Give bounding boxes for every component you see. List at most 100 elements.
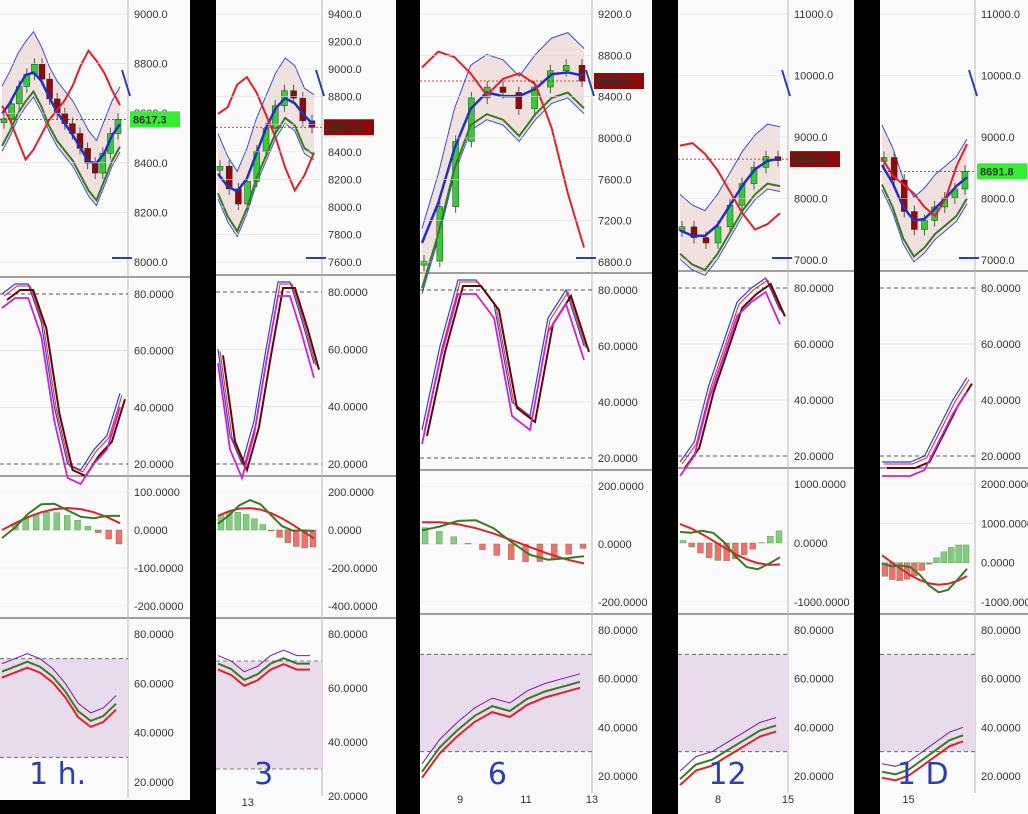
stoch-fast-line — [679, 277, 781, 463]
stoch-slow-line — [684, 282, 786, 469]
chart-panel-12h: 11000.0 10000.0 9000.0 8000.0 7000.0 8553.4 80… — [678, 0, 854, 814]
rsi-zone — [0, 658, 128, 758]
macd-tick-label: 0.0000 — [794, 538, 828, 550]
macd-histogram-bar — [95, 529, 102, 533]
annotation-arrow — [585, 69, 595, 97]
stoch-tick-label: 60.0000 — [598, 341, 638, 353]
rsi-tick-label: 40.0000 — [598, 722, 638, 734]
chart-panel-6h: 9200.0 8800.0 8400.0 8000.0 7600.0 7200.0 6800… — [420, 0, 652, 814]
stoch-tick-label: 80.0000 — [328, 287, 368, 299]
price-tick-label: 7800.0 — [328, 229, 362, 241]
ma-red-line — [1, 48, 121, 162]
chart-panel-1d: 11000.0 10000.0 9000.0 8000.0 7000.0 8691.8 80… — [880, 0, 1028, 814]
stoch-magenta-line — [217, 295, 315, 481]
x-tick-label: 11 — [520, 794, 531, 806]
macd-histogram-bar — [115, 529, 123, 545]
macd-histogram-bar — [962, 544, 970, 563]
stoch-fast-line — [1, 283, 121, 471]
upper-band-line — [1, 30, 121, 142]
price-tag-label: 8553.4 — [793, 154, 828, 166]
candle — [531, 86, 538, 110]
rsi-ma-red-line — [217, 663, 310, 687]
ma-red-line — [881, 143, 968, 218]
x-tick-label: 13 — [586, 794, 598, 806]
stoch-tick-label: 20.0000 — [134, 459, 174, 471]
price-tick-label: 7600.0 — [598, 174, 632, 186]
ma-green-line — [881, 184, 968, 259]
macd-tick-label: 0.0000 — [328, 525, 362, 537]
chart-panel-1h: 9000.08800.08600.08400.08200.08000.08617… — [0, 0, 190, 800]
lower-band-line — [881, 189, 968, 263]
timeframe-label: 1 h. — [29, 757, 86, 792]
macd-tick-label: 0.0000 — [981, 558, 1015, 570]
macd-histogram-bar — [926, 562, 933, 565]
macd-line — [421, 519, 585, 561]
macd-histogram-bar — [579, 543, 587, 549]
macd-histogram-bar — [740, 542, 748, 555]
stoch-tick-label: 60.0000 — [328, 344, 368, 356]
price-tag-box — [324, 119, 374, 136]
lower-band-line — [421, 97, 585, 294]
price-tag-label: 8691.8 — [980, 166, 1014, 178]
candle — [578, 65, 586, 82]
macd-histogram-bar — [53, 512, 60, 531]
macd-histogram-bar — [493, 543, 500, 556]
stoch-magenta-line — [421, 293, 585, 445]
price-tick-label: 8400.0 — [328, 147, 362, 159]
macd-histogram-bar — [436, 531, 443, 545]
candle — [38, 64, 46, 80]
annotation-arrow — [121, 69, 131, 97]
macd-histogram-bar — [32, 513, 40, 531]
candle — [738, 183, 746, 206]
macd-histogram-bar — [955, 544, 962, 563]
price-tick-label: 10000.0 — [794, 71, 834, 83]
macd-line — [217, 499, 315, 532]
price-tick-label: 8400.0 — [134, 158, 168, 170]
price-tick-label: 8200.0 — [328, 174, 362, 186]
stoch-fast-line — [882, 377, 968, 463]
annotation-arrow — [781, 69, 791, 97]
stoch-tick-label: 80.0000 — [598, 285, 638, 297]
macd-histogram-bar — [421, 527, 429, 545]
rsi-tick-label: 60.0000 — [134, 678, 174, 690]
macd-histogram-bar — [896, 562, 903, 581]
candle — [714, 226, 722, 244]
x-tick-label: 15 — [902, 794, 914, 806]
rsi-ma-red-line — [881, 740, 964, 782]
rsi-ma-green-line — [217, 657, 310, 681]
rsi-tick-label: 80.0000 — [328, 629, 368, 641]
price-tick-label: 9200.0 — [328, 37, 362, 49]
macd-histogram-bar — [276, 529, 283, 538]
price-tick-label: 8800.0 — [598, 50, 632, 62]
price-tag-box — [790, 151, 840, 168]
price-tick-label: 8800.0 — [134, 59, 168, 71]
macd-tick-label: -200.0000 — [328, 563, 378, 575]
macd-histogram-bar — [84, 526, 92, 531]
candle — [468, 97, 475, 142]
macd-tick-label: 200.0000 — [598, 481, 644, 493]
stoch-slow-line — [222, 287, 320, 474]
macd-histogram-bar — [479, 543, 486, 550]
macd-histogram-bar — [234, 512, 241, 531]
macd-histogram-bar — [767, 536, 774, 544]
candle — [499, 86, 507, 93]
stoch-tick-label: 40.0000 — [134, 402, 174, 414]
stoch-slow-line — [6, 289, 126, 478]
macd-histogram-bar — [918, 562, 925, 571]
bollinger-fill — [882, 125, 967, 262]
macd-histogram-bar — [226, 512, 233, 531]
macd-histogram-bar — [565, 543, 572, 555]
rsi-ma-green-line — [421, 680, 581, 773]
rsi-tick-label: 80.0000 — [981, 625, 1021, 637]
ma-red-line — [217, 75, 315, 193]
rsi-line — [679, 717, 777, 772]
timeframe-label: 12 — [708, 757, 746, 792]
ma-green-line — [679, 182, 781, 272]
annotation-arrow — [968, 69, 978, 97]
macd-tick-label: 100.0000 — [134, 487, 180, 499]
rsi-tick-label: 40.0000 — [134, 728, 174, 740]
macd-signal-line — [1, 506, 121, 531]
price-tick-label: 9400.0 — [328, 9, 362, 21]
stoch-tick-label: 80.0000 — [134, 289, 174, 301]
x-tick-label: 15 — [782, 794, 794, 806]
